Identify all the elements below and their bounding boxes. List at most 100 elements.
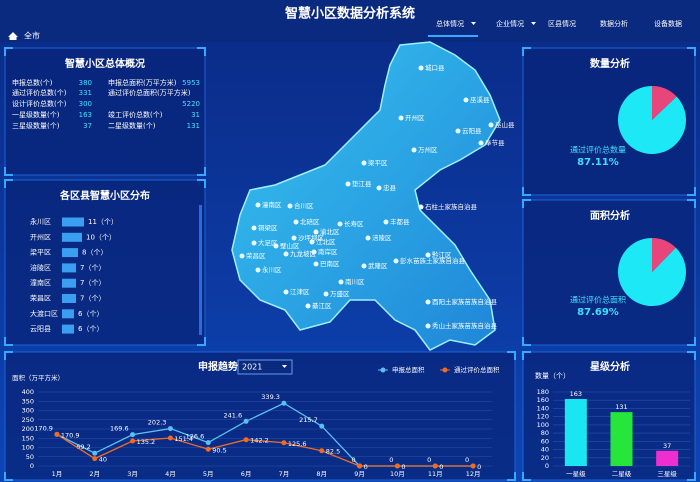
map-dot[interactable] (239, 253, 245, 259)
map-label[interactable]: 酉阳土家族苗族自治县 (432, 297, 498, 306)
map-label[interactable]: 巫溪县 (470, 95, 490, 104)
pie-slice[interactable] (652, 86, 677, 120)
map-label[interactable]: 垫江县 (352, 179, 372, 188)
map-label[interactable]: 万州区 (418, 146, 438, 154)
legend-label[interactable]: 通过评价总面积 (454, 365, 500, 374)
map-label[interactable]: 巫山县 (495, 120, 515, 129)
line-point[interactable] (357, 463, 363, 469)
map-dot[interactable] (251, 240, 257, 246)
line-point[interactable] (130, 432, 136, 438)
map-dot[interactable] (463, 97, 469, 103)
line-point[interactable] (319, 423, 325, 429)
nav-item[interactable]: 企业情况 (496, 19, 524, 28)
map-dot[interactable] (345, 181, 351, 187)
map-label[interactable]: 彭水苗族土家族自治县 (400, 256, 466, 265)
map-label[interactable]: 梁平区 (368, 158, 388, 167)
map-dot[interactable] (411, 147, 417, 153)
line-point[interactable] (470, 463, 476, 469)
map-dot[interactable] (291, 235, 297, 241)
map-label[interactable]: 铜梁区 (258, 223, 278, 232)
map-dot[interactable] (361, 263, 367, 269)
nav-item[interactable]: 设备数据 (654, 19, 682, 28)
map-label[interactable]: 大足区 (258, 238, 278, 247)
map-label[interactable]: 九龙坡区 (290, 249, 317, 258)
map-label[interactable]: 沙坪坝区 (298, 233, 325, 242)
map-label[interactable]: 江津区 (290, 288, 310, 296)
bar[interactable] (62, 232, 82, 242)
map-label[interactable]: 长寿区 (344, 219, 364, 228)
map-label[interactable]: 开州区 (405, 114, 425, 122)
map-label[interactable]: 奉节县 (485, 138, 505, 147)
map-dot[interactable] (255, 202, 261, 208)
line-point[interactable] (243, 437, 249, 443)
line-point[interactable] (432, 463, 438, 469)
year-select-value[interactable]: 2021 (242, 363, 262, 372)
map-label[interactable]: 北碚区 (300, 217, 320, 226)
map-label[interactable]: 忠县 (383, 184, 397, 192)
bar[interactable] (62, 309, 74, 319)
nav-item[interactable]: 数据分析 (600, 19, 628, 28)
map-label[interactable]: 江北区 (316, 238, 336, 246)
map-label[interactable]: 巴南区 (320, 259, 340, 268)
map-dot[interactable] (393, 258, 399, 264)
line-point[interactable] (167, 435, 173, 441)
pie-slice[interactable] (652, 238, 676, 272)
map-dot[interactable] (287, 203, 293, 209)
line-point[interactable] (243, 418, 249, 424)
map-dot[interactable] (455, 128, 461, 134)
line-point[interactable] (54, 431, 60, 437)
map-label[interactable]: 璧山区 (280, 241, 300, 250)
map-dot[interactable] (425, 299, 431, 305)
bar[interactable] (62, 278, 76, 288)
map-dot[interactable] (255, 267, 261, 273)
map-label[interactable]: 南岸区 (318, 247, 338, 256)
map-dot[interactable] (273, 243, 279, 249)
map-label[interactable]: 永川区 (262, 265, 282, 274)
map-dot[interactable] (418, 65, 424, 71)
map-dot[interactable] (283, 251, 289, 257)
line-point[interactable] (281, 400, 287, 406)
map-label[interactable]: 丰都县 (390, 217, 410, 226)
legend-label[interactable]: 申报总面积 (392, 365, 425, 374)
line-point[interactable] (92, 456, 98, 462)
map-dot[interactable] (365, 235, 371, 241)
map-dot[interactable] (425, 323, 431, 329)
map-dot[interactable] (251, 225, 257, 231)
map-dot[interactable] (338, 279, 344, 285)
map-dot[interactable] (398, 115, 404, 121)
line-point[interactable] (394, 463, 400, 469)
map-dot[interactable] (283, 289, 289, 295)
map-label[interactable]: 武隆区 (368, 261, 388, 270)
map-label[interactable]: 涪陵区 (372, 233, 392, 242)
map-label[interactable]: 城口县 (425, 64, 445, 72)
bar[interactable] (656, 450, 679, 466)
scrollbar[interactable] (199, 205, 202, 335)
line-point[interactable] (319, 448, 325, 454)
map-label[interactable]: 潼南区 (262, 200, 282, 209)
map-dot[interactable] (305, 303, 311, 309)
location[interactable]: 全市 (24, 31, 40, 41)
bar[interactable] (564, 398, 587, 466)
map-dot[interactable] (313, 229, 319, 235)
line-point[interactable] (205, 446, 211, 452)
line-point[interactable] (92, 450, 98, 456)
year-select[interactable] (237, 359, 293, 375)
map-dot[interactable] (313, 261, 319, 267)
map-dot[interactable] (311, 249, 317, 255)
line-point[interactable] (167, 426, 173, 432)
nav-item[interactable]: 区县情况 (548, 19, 576, 28)
map-dot[interactable] (376, 185, 382, 191)
bar[interactable] (62, 294, 76, 303)
bar[interactable] (62, 217, 84, 227)
map-dot[interactable] (425, 252, 431, 258)
map-label[interactable]: 秀山土家族苗族自治县 (432, 321, 498, 330)
map-dot[interactable] (337, 221, 343, 227)
map-label[interactable]: 綦江区 (312, 301, 332, 310)
bar[interactable] (62, 263, 76, 273)
map-label[interactable]: 万盛区 (330, 289, 350, 298)
line-point[interactable] (130, 438, 136, 444)
map-label[interactable]: 南川区 (345, 277, 365, 286)
map-label[interactable]: 合川区 (294, 201, 314, 210)
map-dot[interactable] (478, 140, 484, 146)
bar[interactable] (62, 324, 74, 334)
